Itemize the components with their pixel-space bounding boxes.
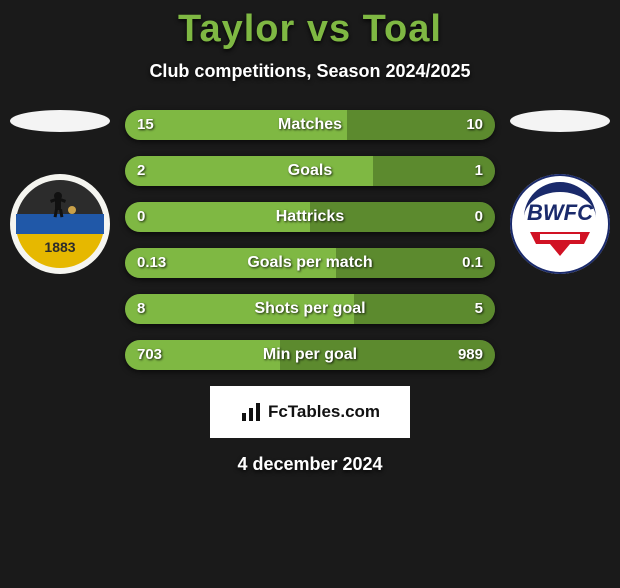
brand-box[interactable]: FcTables.com: [210, 386, 410, 438]
club-logo-left: 1883: [10, 174, 110, 274]
stat-bar-row: 21Goals: [125, 156, 495, 186]
bar-label: Min per goal: [125, 340, 495, 370]
page-title: Taylor vs Toal: [0, 8, 620, 51]
date-label: 4 december 2024: [0, 454, 620, 475]
svg-text:BWFC: BWFC: [527, 200, 594, 225]
bar-label: Goals per match: [125, 248, 495, 278]
stat-bar-row: 85Shots per goal: [125, 294, 495, 324]
stat-bar-row: 1510Matches: [125, 110, 495, 140]
stat-bar-row: 0.130.1Goals per match: [125, 248, 495, 278]
avatar-head-right: [510, 110, 610, 132]
player-right: BWFC: [500, 110, 620, 274]
player-left: 1883: [0, 110, 120, 274]
bar-label: Hattricks: [125, 202, 495, 232]
avatar-head-left: [10, 110, 110, 132]
bar-chart-icon: [240, 401, 262, 423]
bwfc-logo-icon: BWFC: [510, 174, 610, 274]
bar-label: Matches: [125, 110, 495, 140]
brand-label: FcTables.com: [268, 402, 380, 422]
subtitle: Club competitions, Season 2024/2025: [0, 61, 620, 82]
stat-bar-row: 00Hattricks: [125, 202, 495, 232]
stat-bars: 1510Matches 21Goals 00Hattricks 0.130.1Goal…: [125, 110, 495, 370]
stat-bar-row: 703989Min per goal: [125, 340, 495, 370]
bar-label: Goals: [125, 156, 495, 186]
bristol-rovers-logo-icon: 1883: [10, 174, 110, 274]
bar-label: Shots per goal: [125, 294, 495, 324]
svg-text:1883: 1883: [44, 239, 75, 255]
content-area: 1883 BWFC: [0, 110, 620, 475]
club-logo-right: BWFC: [510, 174, 610, 274]
